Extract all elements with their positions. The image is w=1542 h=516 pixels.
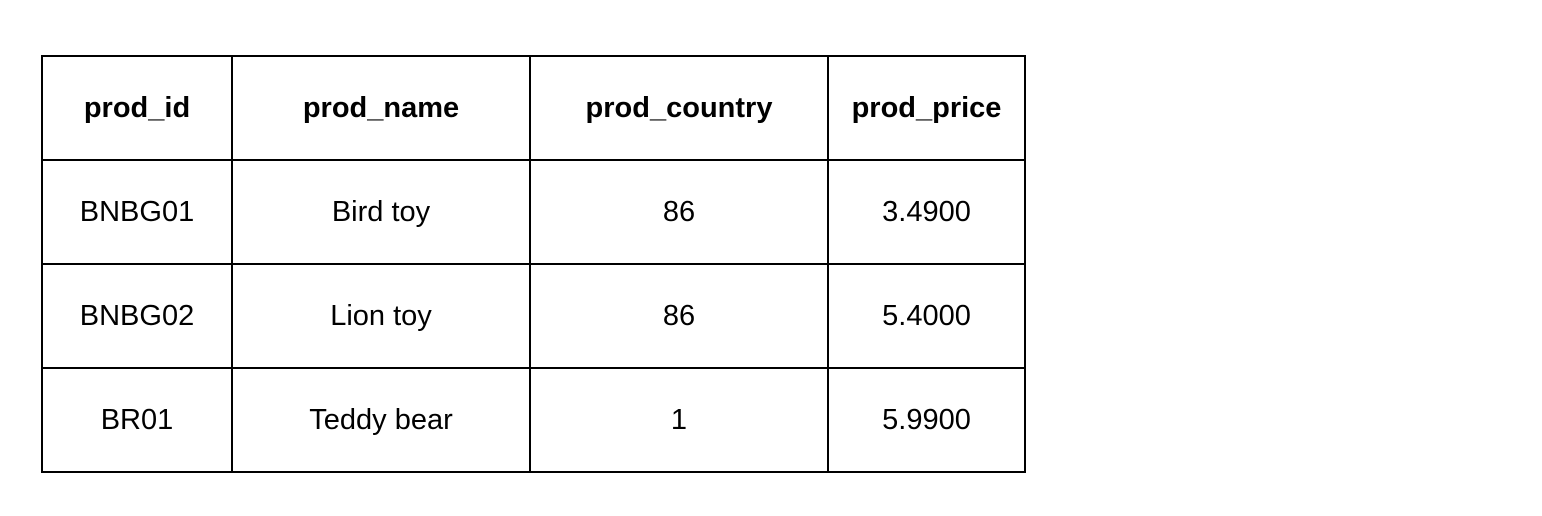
table-header-row: prod_id prod_name prod_country prod_pric… <box>41 55 1026 161</box>
cell-prod-country: 1 <box>529 367 829 473</box>
cell-prod-price: 5.9900 <box>827 367 1026 473</box>
table-row: BR01 Teddy bear 1 5.9900 <box>41 367 1026 473</box>
header-prod-name: prod_name <box>231 55 531 161</box>
cell-prod-name: Teddy bear <box>231 367 531 473</box>
cell-prod-id: BR01 <box>41 367 233 473</box>
cell-prod-id: BNBG02 <box>41 263 233 369</box>
header-prod-country: prod_country <box>529 55 829 161</box>
cell-prod-price: 3.4900 <box>827 159 1026 265</box>
table-row: BNBG02 Lion toy 86 5.4000 <box>41 263 1026 369</box>
cell-prod-country: 86 <box>529 159 829 265</box>
cell-prod-country: 86 <box>529 263 829 369</box>
products-table: prod_id prod_name prod_country prod_pric… <box>41 55 1026 473</box>
cell-prod-name: Bird toy <box>231 159 531 265</box>
cell-prod-name: Lion toy <box>231 263 531 369</box>
header-prod-price: prod_price <box>827 55 1026 161</box>
table-row: BNBG01 Bird toy 86 3.4900 <box>41 159 1026 265</box>
cell-prod-price: 5.4000 <box>827 263 1026 369</box>
header-prod-id: prod_id <box>41 55 233 161</box>
cell-prod-id: BNBG01 <box>41 159 233 265</box>
